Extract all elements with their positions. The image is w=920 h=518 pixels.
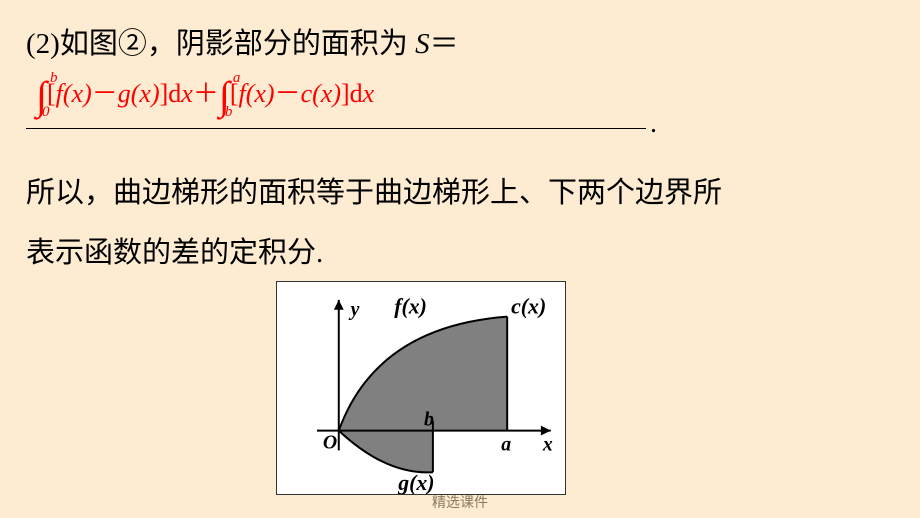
- figure: O y x a b f(x) c(x) g(x): [276, 281, 566, 495]
- para-line2: 表示函数的差的定积分.: [26, 223, 894, 284]
- label-y: y: [349, 299, 360, 321]
- label-a: a: [501, 433, 511, 455]
- formula-line: ∫ b 0 [f(x)－g(x)]dx＋∫ a b [f(x)－c(x)]dx: [36, 73, 894, 129]
- label-O: O: [323, 431, 337, 453]
- line1-prefix: (2)如图②，阴影部分的面积为: [26, 28, 415, 60]
- figure-svg: O y x a b f(x) c(x) g(x): [277, 282, 565, 494]
- label-fx: f(x): [394, 295, 427, 319]
- int2-upper: a: [233, 72, 241, 84]
- seg2-minus: －: [275, 79, 301, 108]
- seg2-x2: (x): [312, 79, 341, 108]
- label-cx: c(x): [511, 295, 546, 319]
- seg2-x1: (x): [246, 79, 275, 108]
- formula: ∫ b 0 [f(x)－g(x)]dx＋∫ a b [f(x)－c(x)]dx: [36, 73, 374, 112]
- y-arrow-icon: [334, 300, 344, 310]
- label-gx: g(x): [397, 471, 434, 494]
- integral2-icon: ∫ a b: [219, 80, 230, 112]
- shaded-region: [339, 317, 507, 431]
- int1-upper: b: [50, 72, 58, 84]
- footer: 精选课件: [0, 492, 920, 512]
- label-b: b: [424, 409, 434, 431]
- seg1-minus: －: [92, 79, 118, 108]
- int2-lower: b: [225, 106, 233, 118]
- period: .: [650, 108, 657, 140]
- integral1-icon: ∫ b 0: [36, 80, 47, 112]
- seg1-g: g: [118, 79, 131, 108]
- paragraph: 所以，曲边梯形的面积等于曲边梯形上、下两个边界所 表示函数的差的定积分.: [26, 163, 894, 285]
- label-x: x: [542, 433, 553, 455]
- int1-lower: 0: [42, 106, 50, 118]
- var-S: S: [415, 28, 430, 60]
- line1: (2)如图②，阴影部分的面积为 S＝: [26, 24, 894, 65]
- seg2-c: c: [301, 79, 313, 108]
- shaded-region-lower: [339, 431, 433, 473]
- para-line1: 所以，曲边梯形的面积等于曲边梯形上、下两个边界所: [26, 163, 894, 224]
- seg1-x1: (x): [63, 79, 92, 108]
- seg2-close: ]d: [341, 79, 363, 108]
- seg1-x2: (x): [131, 79, 160, 108]
- eq-sign: ＝: [430, 28, 459, 60]
- underline: [26, 128, 646, 129]
- seg2-dx: x: [363, 79, 375, 108]
- seg1-dx: x: [181, 79, 193, 108]
- seg1-close: ]d: [160, 79, 182, 108]
- plus: ＋: [193, 79, 219, 108]
